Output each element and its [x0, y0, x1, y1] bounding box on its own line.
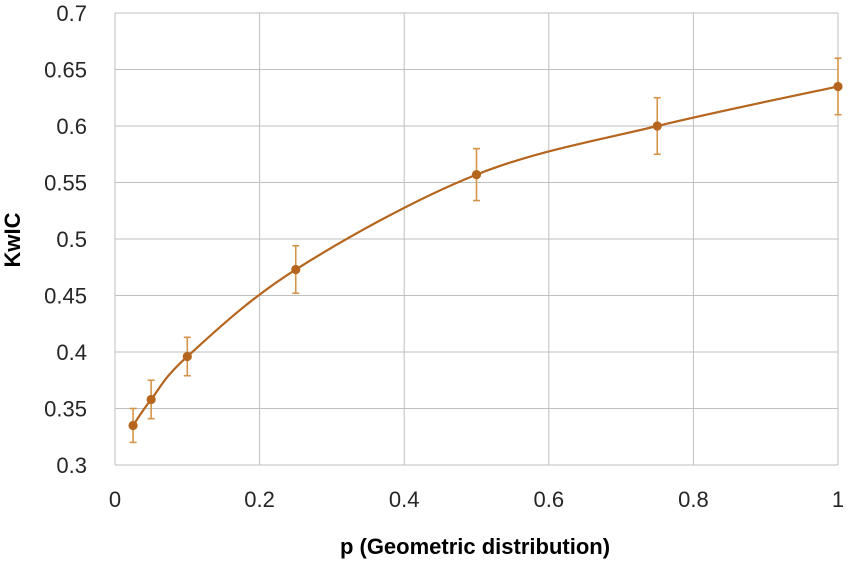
y-tick-labels: 0.3 0.35 0.4 0.45 0.5 0.55 0.6 0.65 0.7 — [44, 1, 87, 478]
data-point — [128, 420, 138, 431]
x-tick-label: 0.4 — [389, 487, 420, 512]
y-tick-label: 0.65 — [44, 58, 87, 83]
data-point — [182, 351, 192, 362]
data-point — [833, 81, 843, 92]
y-tick-label: 0.4 — [56, 340, 87, 365]
y-tick-label: 0.45 — [44, 284, 87, 309]
y-tick-label: 0.7 — [56, 1, 87, 26]
data-points — [128, 81, 843, 431]
x-tick-label: 0 — [109, 487, 121, 512]
data-point — [471, 169, 482, 180]
error-bars — [129, 57, 842, 444]
grid-lines — [114, 12, 839, 466]
x-axis-title: p (Geometric distribution) — [340, 534, 610, 559]
y-axis-title: KwIC — [0, 212, 25, 267]
x-tick-label: 1 — [832, 487, 844, 512]
data-point — [652, 121, 662, 131]
data-point — [291, 264, 301, 275]
series-line — [132, 85, 839, 427]
y-tick-label: 0.35 — [44, 397, 87, 422]
data-point — [146, 394, 156, 405]
y-tick-label: 0.3 — [56, 453, 87, 478]
x-tick-label: 0.6 — [534, 487, 565, 512]
y-tick-label: 0.5 — [56, 227, 87, 252]
x-tick-label: 0.8 — [678, 487, 709, 512]
x-tick-label: 0.2 — [244, 487, 275, 512]
y-tick-label: 0.6 — [56, 114, 87, 139]
y-tick-label: 0.55 — [44, 171, 87, 196]
x-tick-labels: 0 0.2 0.4 0.6 0.8 1 — [109, 487, 844, 512]
